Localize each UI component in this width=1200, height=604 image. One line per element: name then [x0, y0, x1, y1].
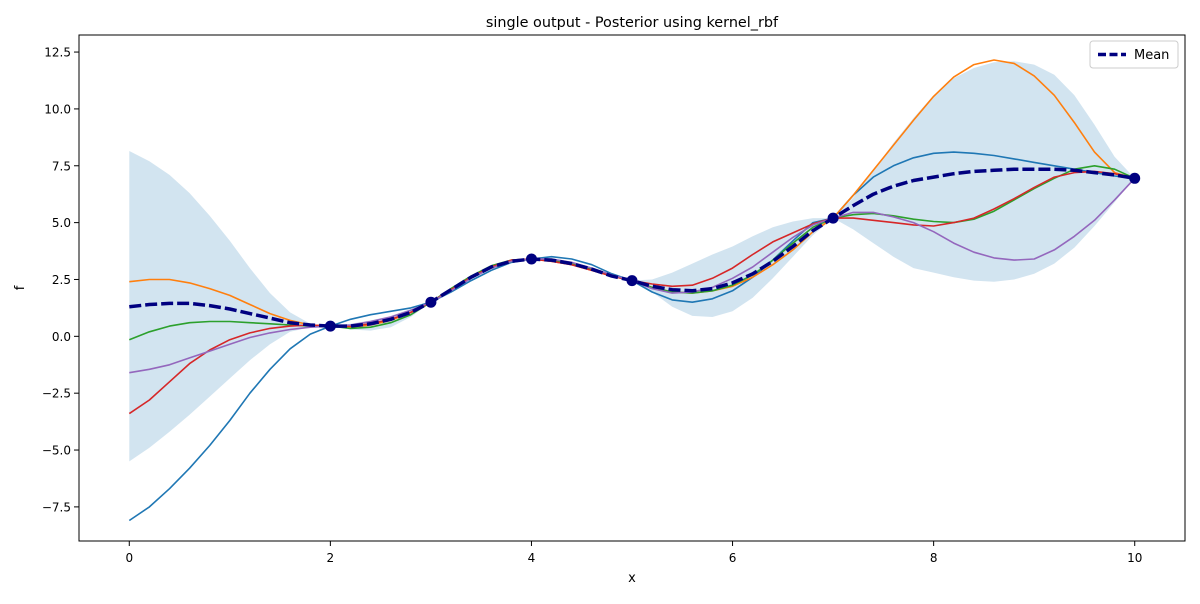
x-tick-label: 10	[1127, 551, 1142, 565]
x-tick-label: 6	[729, 551, 737, 565]
chart-title: single output - Posterior using kernel_r…	[486, 15, 779, 31]
x-tick-label: 0	[125, 551, 133, 565]
observation-point	[526, 253, 537, 265]
y-tick-label: −7.5	[42, 500, 71, 514]
legend-mean-label: Mean	[1134, 48, 1169, 63]
observation-point	[626, 275, 638, 287]
x-axis: 0 2 4 6 8 10	[125, 541, 1142, 565]
y-axis-label: f	[13, 285, 28, 290]
legend-box	[1089, 40, 1179, 69]
observation-point	[324, 320, 336, 332]
y-tick-label: 2.5	[52, 273, 71, 287]
x-tick-label: 2	[327, 551, 335, 565]
plot-area	[128, 59, 1141, 522]
x-axis-label: x	[628, 571, 636, 586]
y-tick-label: 0.0	[52, 330, 71, 344]
observation-point	[1129, 172, 1141, 184]
y-axis: −7.5 −5.0 −2.5 0.0 2.5 5.0 7.5 10.0 12.5	[42, 46, 79, 514]
y-tick-label: −2.5	[42, 387, 71, 401]
x-tick-label: 8	[930, 551, 938, 565]
confidence-band	[129, 61, 1135, 462]
axes-frame	[78, 34, 1186, 542]
legend: Mean	[1089, 40, 1179, 69]
y-tick-label: 12.5	[44, 46, 71, 60]
y-tick-label: 7.5	[52, 159, 71, 173]
observation-point	[425, 296, 437, 308]
y-tick-label: 5.0	[52, 216, 71, 230]
x-tick-label: 4	[528, 551, 536, 565]
observation-point	[827, 212, 839, 224]
y-tick-label: 10.0	[44, 102, 71, 116]
y-tick-label: −5.0	[42, 444, 71, 458]
